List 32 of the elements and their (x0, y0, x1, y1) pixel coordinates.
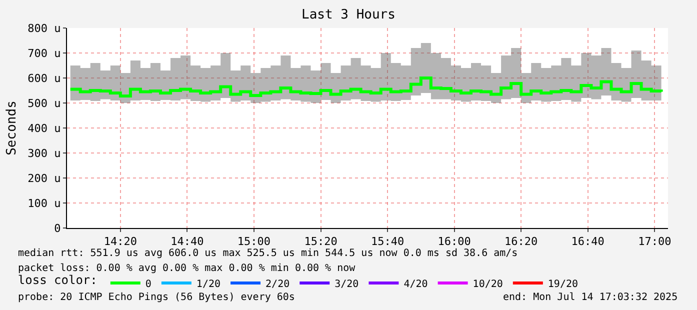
text: end: Mon Jul 14 17:03:32 2025 (503, 292, 678, 303)
legend-label: 0 (145, 278, 152, 290)
y-tick-label: 100 u (28, 196, 61, 210)
legend-label: 19/20 (548, 278, 578, 290)
x-tick-label: 14:40 (170, 235, 204, 248)
legend-label: 1/20 (196, 278, 221, 290)
x-tick-label: 15:00 (237, 235, 271, 248)
y-tick-label: 400 u (28, 122, 61, 135)
x-tick-label: 15:20 (304, 235, 338, 248)
x-tick-label: 14:20 (104, 235, 137, 248)
y-axis-title: Seconds (4, 100, 20, 156)
x-tick-label: 16:40 (571, 235, 604, 248)
y-tick-label: 200 u (28, 172, 61, 185)
y-tick-label: 0 (54, 222, 61, 235)
text: probe: 20 ICMP Echo Pings (56 Bytes) every 60s (18, 292, 295, 303)
y-tick-label: 700 u (28, 46, 61, 60)
legend-label: 10/20 (472, 278, 503, 290)
y-tick-label: 500 u (28, 96, 61, 110)
chart-title: Last 3 Hours (302, 8, 396, 22)
text: packet loss: 0.00 % avg 0.00 % max 0.00 % min 0.00 % now (18, 263, 356, 274)
legend-label: 4/20 (404, 278, 428, 290)
x-tick-label: 15:40 (370, 235, 404, 248)
x-tick-label: 17:00 (638, 235, 672, 248)
legend-label: 3/20 (334, 278, 359, 290)
y-tick-label: 800 u (28, 22, 61, 35)
legend-label: 2/20 (266, 278, 290, 290)
y-tick-label: 300 u (28, 146, 61, 160)
y-tick-label: 600 u (28, 72, 61, 85)
x-tick-label: 16:20 (504, 235, 538, 248)
text: median rtt: 551.9 us avg 606.0 us max 525.5 us min 544.5 us now 0.0 ms sd 38.6 am/s (18, 248, 518, 259)
x-tick-label: 16:00 (438, 235, 471, 248)
legend-title: loss color: (18, 273, 98, 288)
